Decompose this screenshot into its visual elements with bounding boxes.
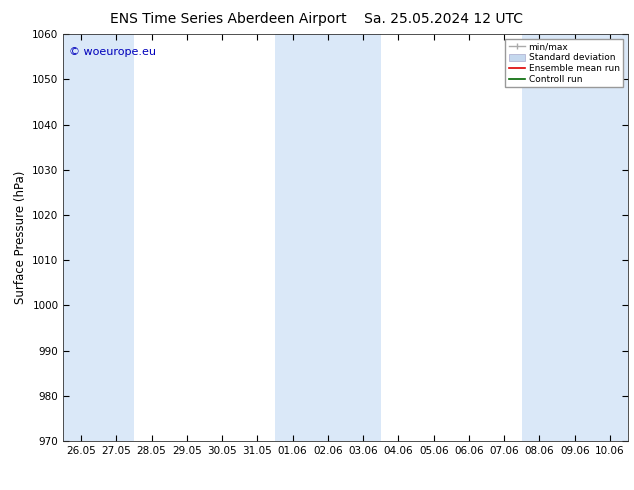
Y-axis label: Surface Pressure (hPa): Surface Pressure (hPa) [14, 171, 27, 304]
Text: © woeurope.eu: © woeurope.eu [69, 47, 156, 56]
Bar [275, 34, 381, 441]
Legend: min/max, Standard deviation, Ensemble mean run, Controll run: min/max, Standard deviation, Ensemble me… [505, 39, 623, 87]
Bar [522, 34, 628, 441]
Bar [63, 34, 134, 441]
Text: ENS Time Series Aberdeen Airport    Sa. 25.05.2024 12 UTC: ENS Time Series Aberdeen Airport Sa. 25.… [110, 12, 524, 26]
